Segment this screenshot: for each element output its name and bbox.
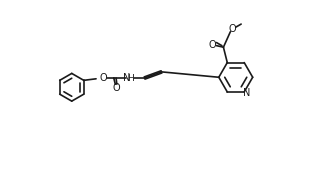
Text: N: N	[123, 73, 130, 83]
Text: O: O	[112, 83, 120, 93]
Text: O: O	[209, 40, 217, 50]
Text: O: O	[99, 73, 107, 83]
Text: H: H	[127, 74, 134, 82]
Text: N: N	[243, 88, 250, 99]
Text: O: O	[229, 24, 236, 34]
